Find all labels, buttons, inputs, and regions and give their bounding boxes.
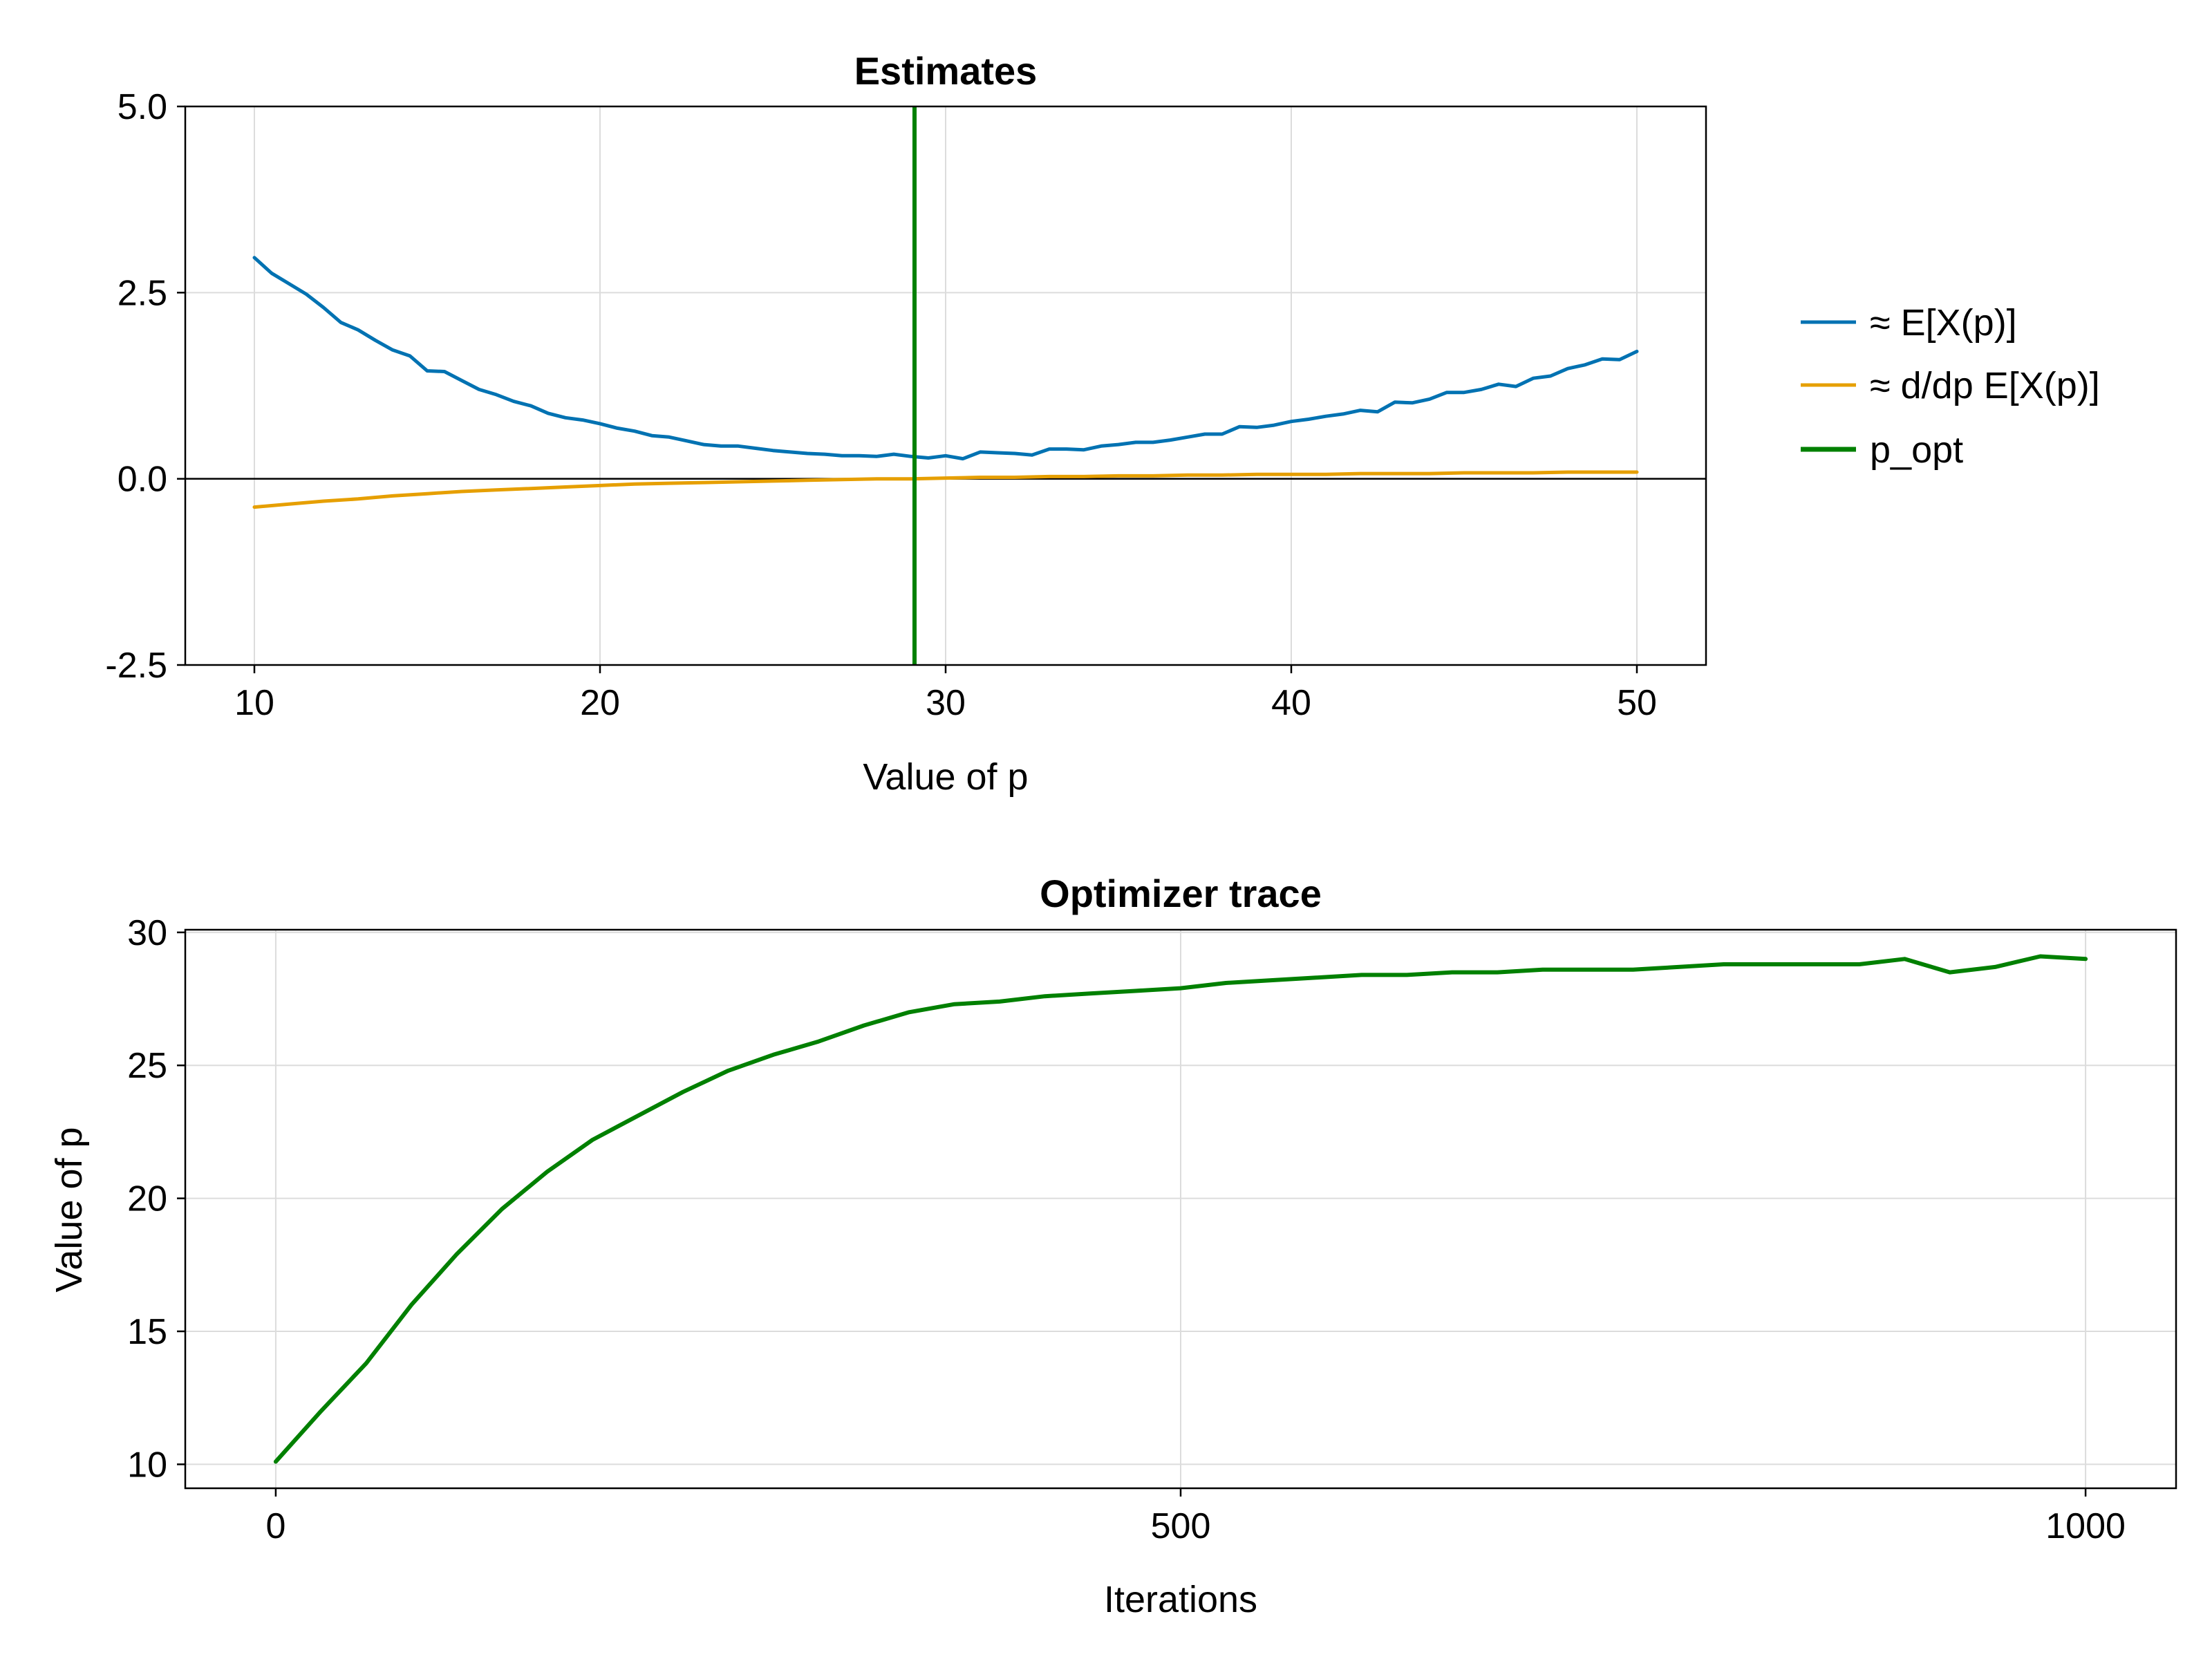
estimates-legend: ≈ E[X(p)] ≈ d/dp E[X(p)] p_opt bbox=[1801, 302, 2100, 471]
y-tick-label: 0.0 bbox=[118, 460, 167, 500]
x-tick-label: 0 bbox=[265, 1506, 285, 1546]
series-line-expectation bbox=[252, 256, 1639, 461]
y-tick-label: -2.5 bbox=[105, 646, 167, 686]
estimates-plot-area bbox=[185, 106, 1706, 665]
optimizer-trace-x-axis-label: Iterations bbox=[1104, 1579, 1257, 1620]
estimates-grid bbox=[185, 106, 1706, 665]
optimizer-trace-plot-area bbox=[273, 954, 2088, 1464]
y-tick-label: 2.5 bbox=[118, 273, 167, 313]
y-tick-label: 20 bbox=[127, 1179, 167, 1219]
x-tick-label: 30 bbox=[926, 683, 966, 723]
optimizer-trace-grid bbox=[185, 930, 2176, 1488]
estimates-ticks: 10 20 30 40 50 -2.5 0.0 2.5 5.0 bbox=[105, 87, 1657, 723]
legend-label-p-opt: p_opt bbox=[1870, 429, 1963, 471]
estimates-panel: 10 20 30 40 50 -2.5 0.0 2.5 5.0 Estimates Value … bbox=[105, 49, 1707, 798]
x-tick-label: 500 bbox=[1151, 1506, 1211, 1546]
series-line-optimizer-trace bbox=[273, 954, 2088, 1464]
legend-label-derivative: ≈ d/dp E[X(p)] bbox=[1870, 365, 2100, 406]
y-tick-label: 5.0 bbox=[118, 87, 167, 127]
legend-label-expectation: ≈ E[X(p)] bbox=[1870, 302, 2017, 344]
estimates-x-axis-label: Value of p bbox=[863, 756, 1028, 798]
x-tick-label: 50 bbox=[1617, 683, 1657, 723]
x-tick-label: 20 bbox=[580, 683, 620, 723]
y-tick-label: 25 bbox=[127, 1046, 167, 1086]
y-tick-label: 15 bbox=[127, 1312, 167, 1352]
y-tick-label: 10 bbox=[127, 1445, 167, 1485]
x-tick-label: 10 bbox=[234, 683, 274, 723]
estimates-title: Estimates bbox=[854, 49, 1038, 93]
optimizer-trace-title: Optimizer trace bbox=[1040, 872, 1322, 915]
x-tick-label: 40 bbox=[1271, 683, 1311, 723]
x-tick-label: 1000 bbox=[2045, 1506, 2126, 1546]
optimizer-trace-y-axis-label: Value of p bbox=[48, 1127, 90, 1292]
optimizer-trace-panel: 0 500 1000 10 15 20 25 30 Optimizer trace Itera… bbox=[48, 872, 2177, 1620]
series-line-derivative bbox=[252, 470, 1639, 509]
y-tick-label: 30 bbox=[127, 913, 167, 953]
optimizer-trace-ticks: 0 500 1000 10 15 20 25 30 bbox=[127, 913, 2126, 1546]
